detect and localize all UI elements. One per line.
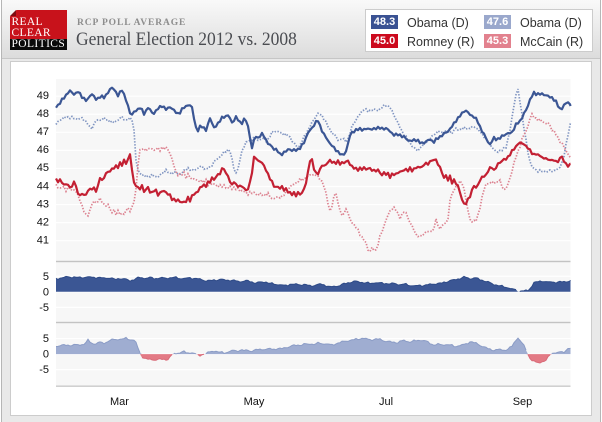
svg-text:5: 5 (43, 333, 49, 345)
svg-text:47: 47 (37, 126, 49, 138)
svg-text:48: 48 (37, 108, 49, 120)
svg-text:0: 0 (43, 286, 49, 298)
svg-text:5: 5 (43, 271, 49, 283)
svg-text:45: 45 (37, 162, 49, 174)
svg-text:41: 41 (37, 235, 49, 247)
svg-text:46: 46 (37, 144, 49, 156)
svg-text:-5: -5 (39, 302, 49, 314)
svg-text:42: 42 (37, 216, 49, 228)
svg-text:-5: -5 (39, 364, 49, 376)
svg-text:Mar: Mar (110, 396, 129, 408)
svg-text:Sep: Sep (513, 396, 533, 408)
svg-text:49: 49 (37, 90, 49, 102)
svg-text:44: 44 (37, 180, 49, 192)
svg-text:Jul: Jul (379, 396, 393, 408)
svg-text:0: 0 (43, 349, 49, 361)
svg-text:May: May (244, 396, 265, 408)
svg-text:43: 43 (37, 198, 49, 210)
